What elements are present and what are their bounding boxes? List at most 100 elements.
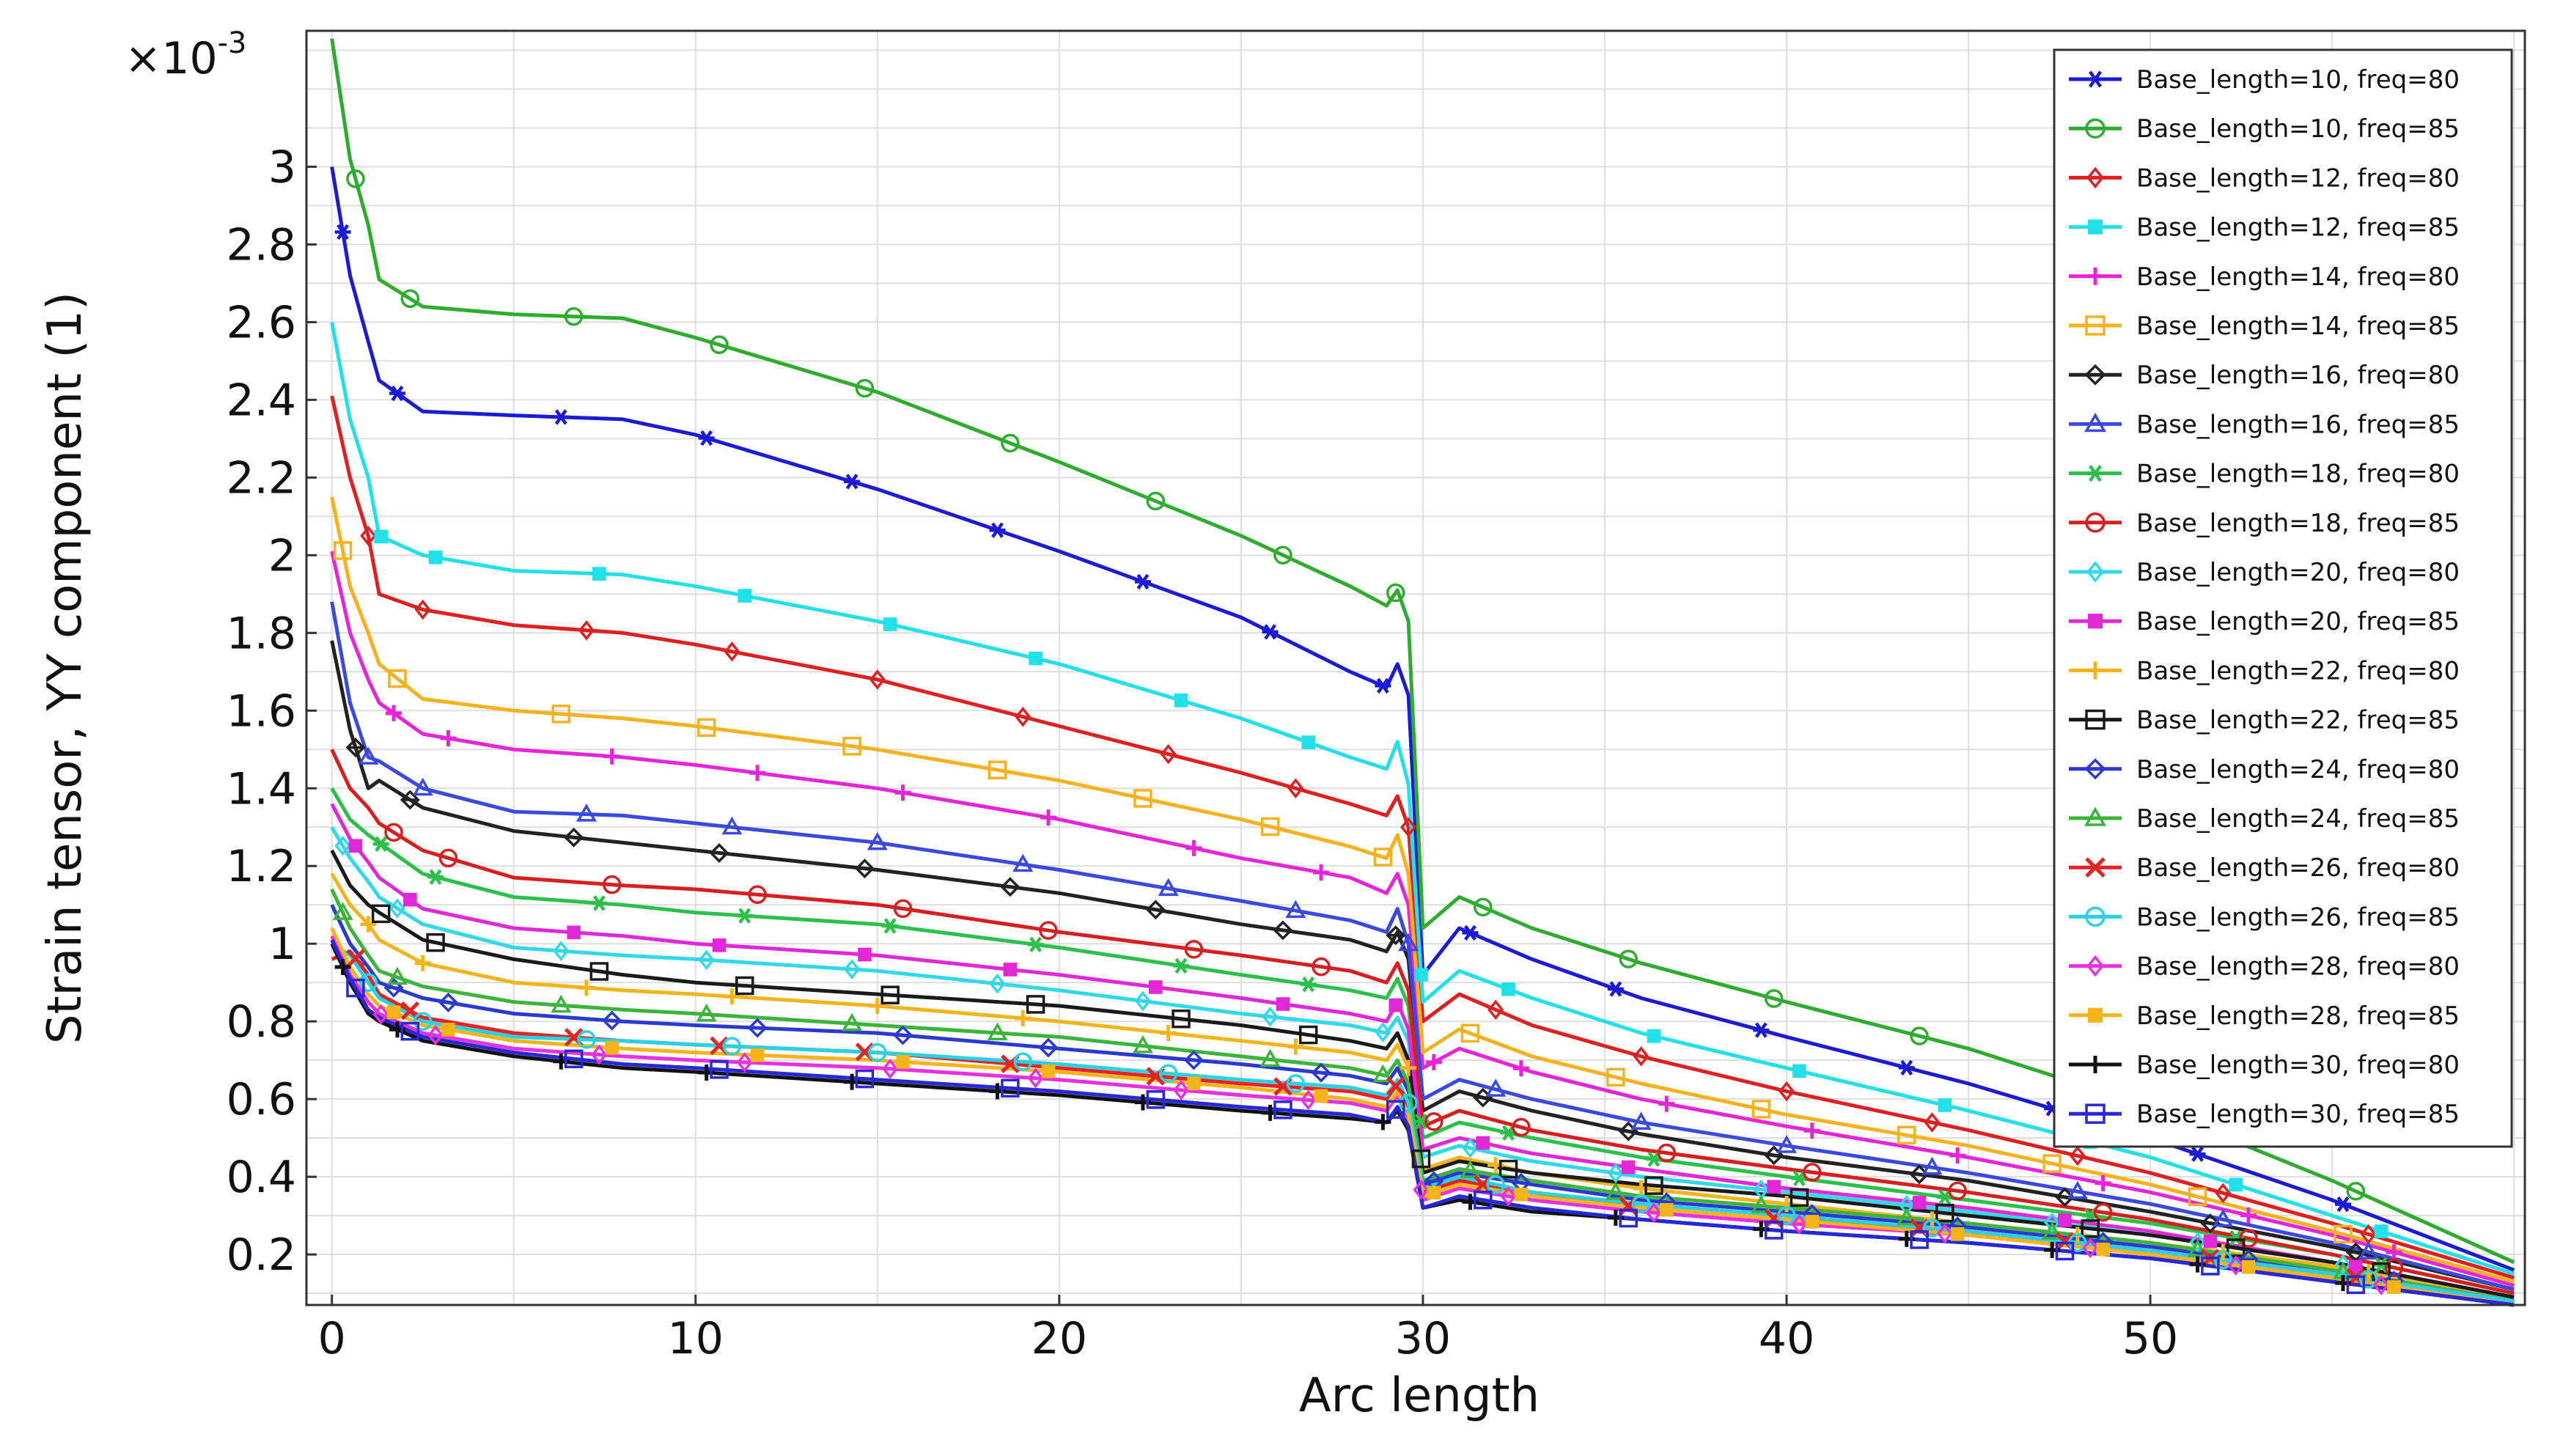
- legend-entry-label: Base_length=22, freq=80: [2136, 656, 2460, 685]
- data-point-marker: [414, 955, 431, 971]
- data-point-marker: [1790, 1188, 1809, 1207]
- data-point-marker: [1001, 433, 1020, 453]
- series-line-6: [330, 496, 2515, 1284]
- data-point-marker: [696, 1004, 717, 1022]
- legend-entry-label: Base_length=30, freq=80: [2136, 1051, 2460, 1080]
- data-point-marker: [1158, 1064, 1178, 1083]
- data-point-marker: [1605, 1182, 1626, 1200]
- x-axis-label: Arc length: [1299, 1369, 1540, 1423]
- data-point-marker: [736, 1052, 753, 1073]
- data-point-marker: [1027, 936, 1044, 953]
- data-point-marker: [2042, 1221, 2063, 1240]
- data-point-marker: [1149, 980, 1163, 994]
- data-point-marker: [1922, 1156, 1943, 1175]
- data-point-marker: [2187, 1239, 2208, 1257]
- data-point-marker: [2203, 1235, 2218, 1249]
- data-point-marker: [1287, 1038, 1304, 1055]
- data-point-marker: [894, 784, 911, 801]
- data-point-marker: [1398, 933, 1419, 952]
- data-point-marker: [2346, 1275, 2366, 1295]
- legend-entry-label: Base_length=20, freq=85: [2136, 607, 2460, 636]
- data-point-marker: [551, 705, 570, 724]
- data-point-marker: [589, 962, 609, 981]
- data-point-marker: [854, 858, 875, 879]
- data-point-marker: [1462, 924, 1479, 941]
- data-point-marker: [388, 669, 407, 688]
- data-point-marker: [567, 925, 581, 940]
- series-line-22: [330, 938, 2515, 1307]
- data-point-marker: [1174, 694, 1188, 707]
- data-point-marker: [440, 730, 457, 747]
- data-point-marker: [360, 526, 377, 546]
- data-point-marker: [602, 1010, 622, 1031]
- y-tick-label: 2.6: [227, 297, 296, 348]
- legend-entry-label: Base_length=28, freq=80: [2136, 952, 2460, 982]
- data-point-marker: [1427, 1185, 1441, 1200]
- data-point-marker: [1791, 1214, 1808, 1235]
- data-point-marker: [383, 977, 404, 998]
- data-point-marker: [578, 979, 595, 996]
- data-point-marker: [414, 599, 431, 620]
- data-point-marker: [2346, 1182, 2366, 1201]
- data-point-marker: [880, 985, 900, 1004]
- data-point-marker: [1803, 1122, 1820, 1139]
- data-point-marker: [1619, 1208, 1638, 1228]
- data-point-marker: [1607, 1163, 1624, 1183]
- data-point-marker: [1647, 1029, 1661, 1043]
- y-tick-label: 0.2: [227, 1229, 296, 1281]
- legend-marker: [2085, 315, 2106, 336]
- x-tick-label: 40: [1759, 1313, 1814, 1364]
- data-point-marker: [2373, 1275, 2390, 1295]
- data-point-marker: [749, 765, 766, 782]
- data-point-marker: [2334, 1196, 2351, 1213]
- legend-marker: [2085, 906, 2106, 927]
- data-point-marker: [1172, 1080, 1190, 1100]
- data-point-marker: [698, 430, 715, 446]
- data-point-marker: [2374, 1224, 2389, 1238]
- data-point-marker: [2386, 1244, 2402, 1261]
- data-point-marker: [591, 895, 608, 911]
- y-axis-ticks: 0.2 0.4 0.6 0.8 1 1.2 1.4 1.6 1.8 2 2.2 2.4 2.6 2.8 3: [227, 141, 317, 1281]
- series-line-2: [330, 38, 2515, 1264]
- data-point-marker: [1276, 997, 1290, 1011]
- data-point-marker: [1012, 853, 1034, 872]
- data-point-marker: [1621, 1160, 1636, 1174]
- data-point-marker: [1134, 573, 1151, 590]
- data-point-marker: [1134, 990, 1151, 1012]
- data-point-marker: [371, 904, 391, 924]
- series-line-3: [330, 395, 2515, 1280]
- data-point-marker: [1764, 1221, 1784, 1240]
- data-point-marker: [2188, 1187, 2207, 1207]
- legend-entry-label: Base_length=12, freq=85: [2136, 213, 2460, 243]
- data-point-marker: [1791, 1170, 1808, 1187]
- data-point-marker: [1027, 1067, 1044, 1089]
- data-point-marker: [1262, 1007, 1279, 1027]
- data-point-marker: [869, 669, 886, 690]
- data-point-marker: [384, 823, 403, 842]
- legend-entry-label: Base_length=10, freq=80: [2136, 65, 2460, 95]
- data-point-marker: [1948, 1181, 1967, 1201]
- data-point-marker: [1313, 864, 1330, 881]
- data-point-marker: [1000, 877, 1021, 897]
- data-point-marker: [896, 1055, 910, 1069]
- data-point-marker: [1631, 1194, 1651, 1213]
- data-point-marker: [1476, 1136, 1490, 1150]
- data-point-marker: [1386, 925, 1406, 946]
- data-point-marker: [2358, 1270, 2378, 1289]
- data-point-marker: [1949, 1147, 1966, 1164]
- data-point-marker: [855, 378, 875, 398]
- data-point-marker: [1460, 1023, 1480, 1043]
- data-point-marker: [1183, 1050, 1204, 1070]
- legend-marker: [2084, 364, 2106, 386]
- data-point-marker: [332, 902, 353, 920]
- data-point-marker: [1753, 1022, 1770, 1038]
- data-point-marker: [387, 966, 408, 985]
- data-point-marker: [1146, 491, 1166, 511]
- data-point-marker: [1778, 1081, 1795, 1102]
- data-point-marker: [2384, 1258, 2404, 1277]
- legend-entry-label: Base_length=16, freq=85: [2136, 410, 2460, 439]
- y-tick-label: 1: [268, 919, 296, 970]
- y-tick-label: 3: [268, 141, 296, 193]
- data-point-marker: [1898, 1195, 1915, 1216]
